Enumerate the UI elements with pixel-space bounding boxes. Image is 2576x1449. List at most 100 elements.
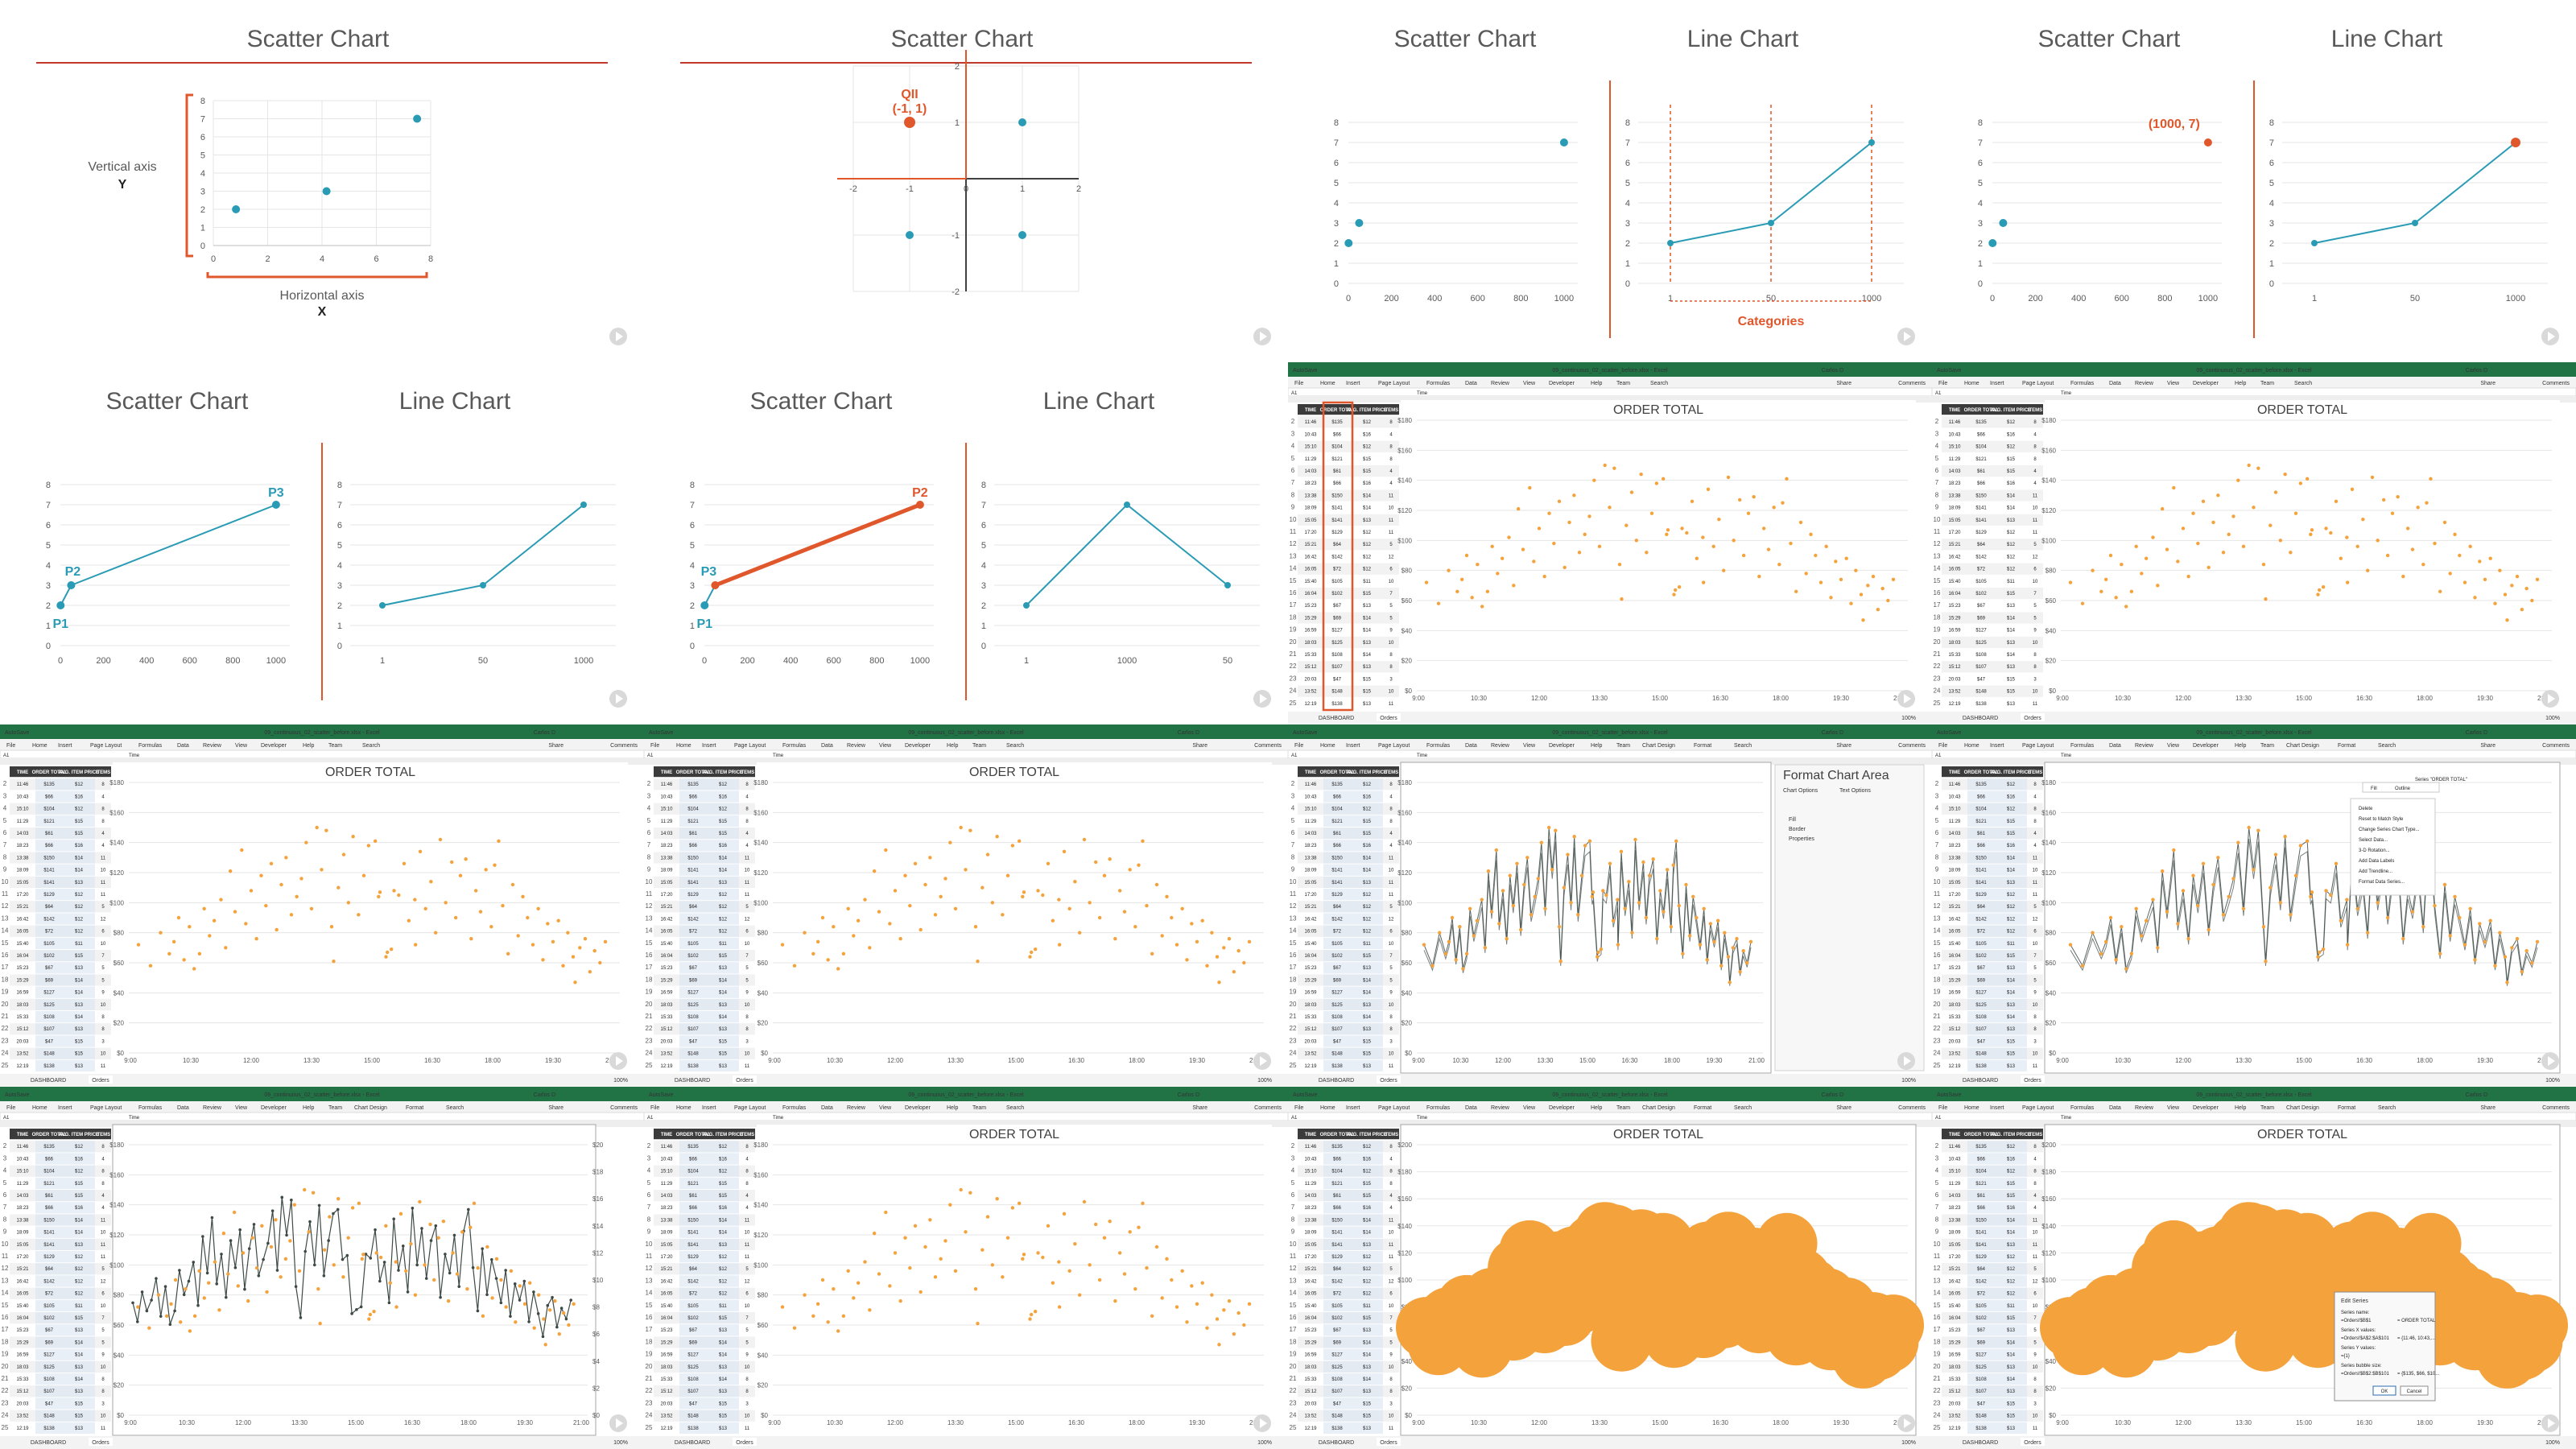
table-cell[interactable]: 6 (1389, 930, 1393, 935)
table-cell[interactable]: $16 (1363, 795, 1372, 799)
table-cell[interactable]: 5 (1389, 966, 1393, 971)
comments-button[interactable]: Comments (2542, 381, 2570, 386)
table-cell[interactable]: 5 (745, 978, 749, 983)
table-cell[interactable]: 16:59 (16, 991, 29, 996)
table-cell[interactable]: 5 (745, 966, 749, 971)
ribbon-tab[interactable]: Help (947, 1105, 959, 1111)
table-cell[interactable]: $105 (1331, 942, 1343, 947)
table-cell[interactable]: $148 (1331, 1052, 1343, 1057)
table-cell[interactable]: $14 (75, 991, 84, 996)
table-cell[interactable]: $72 (1333, 1292, 1342, 1297)
table-cell[interactable]: 18:23 (1304, 1206, 1317, 1211)
table-cell[interactable]: $141 (1331, 881, 1343, 886)
table-cell[interactable]: $67 (1333, 604, 1342, 609)
table-cell[interactable]: $66 (1333, 844, 1342, 848)
table-cell[interactable]: 7 (101, 954, 105, 959)
table-cell[interactable]: $14 (719, 991, 728, 996)
ribbon-tab[interactable]: Page Layout (1378, 1105, 1410, 1111)
table-cell[interactable]: 15:12 (1948, 1389, 1961, 1394)
table-cell[interactable]: $15 (1363, 469, 1372, 474)
table-cell[interactable]: $69 (689, 978, 698, 983)
table-cell[interactable]: $61 (689, 832, 698, 836)
table-cell[interactable]: 16:04 (1948, 1316, 1961, 1321)
table-cell[interactable]: $16 (1363, 1206, 1372, 1211)
table-cell[interactable]: 9 (2033, 991, 2037, 996)
table-cell[interactable]: $12 (719, 930, 728, 935)
table-cell[interactable]: $125 (687, 1365, 699, 1370)
table-cell[interactable]: 8 (2033, 1027, 2037, 1032)
table-cell[interactable]: $47 (1333, 677, 1342, 682)
table-cell[interactable]: 5 (1389, 905, 1393, 910)
ribbon-tab[interactable]: Developer (2193, 381, 2219, 386)
table-cell[interactable]: $148 (687, 1414, 699, 1419)
table-cell[interactable]: $142 (1975, 917, 1987, 922)
table-cell[interactable]: $67 (45, 1328, 54, 1333)
ribbon-tab[interactable]: Team (972, 1105, 986, 1111)
table-cell[interactable]: 9 (2033, 629, 2037, 634)
table-cell[interactable]: $15 (719, 1194, 728, 1199)
table-cell[interactable]: $12 (1363, 1170, 1372, 1174)
table-cell[interactable]: 8 (1389, 1182, 1393, 1187)
table-cell[interactable]: $104 (1331, 445, 1343, 450)
ok-button[interactable]: OK (2381, 1389, 2388, 1394)
ribbon-tab[interactable]: File (650, 743, 659, 749)
table-cell[interactable]: $16 (719, 795, 728, 799)
table-cell[interactable]: 20:03 (1948, 677, 1961, 682)
table-cell[interactable]: 5 (101, 1328, 105, 1333)
search-box[interactable]: Search (1734, 743, 1752, 749)
table-cell[interactable]: $138 (1975, 1426, 1987, 1431)
table-cell[interactable]: 10 (1389, 690, 1394, 695)
table-cell[interactable]: $141 (43, 881, 55, 886)
search-box[interactable]: Search (2378, 743, 2396, 749)
table-cell[interactable]: $12 (2007, 1267, 2016, 1272)
table-cell[interactable]: $16 (2007, 1206, 2016, 1211)
table-cell[interactable]: $141 (687, 1231, 699, 1236)
table-cell[interactable]: 4 (2033, 481, 2037, 486)
format-pane-item[interactable]: Properties (1789, 836, 1814, 842)
table-cell[interactable]: 5 (2033, 543, 2037, 547)
sheet-tab-dashboard[interactable]: DASHBOARD (675, 1440, 710, 1446)
table-cell[interactable]: $67 (45, 966, 54, 971)
table-cell[interactable]: $47 (1333, 1039, 1342, 1044)
ribbon-tab[interactable]: Page Layout (90, 743, 122, 749)
formula-input[interactable]: Time (773, 1116, 784, 1121)
table-cell[interactable]: 5 (2033, 905, 2037, 910)
table-cell[interactable]: 11:29 (661, 1182, 673, 1187)
search-box[interactable]: Search (362, 743, 380, 749)
ribbon-tab[interactable]: View (1523, 1105, 1536, 1111)
table-cell[interactable]: 10 (101, 1052, 106, 1057)
table-cell[interactable]: $141 (687, 881, 699, 886)
table-cell[interactable]: 15:40 (1948, 942, 1961, 947)
table-cell[interactable]: $15 (1363, 954, 1372, 959)
table-cell[interactable]: 4 (101, 844, 105, 848)
ribbon-tab[interactable]: View (235, 743, 248, 749)
context-menu-item[interactable]: Format Data Series... (2359, 880, 2405, 885)
table-cell[interactable]: $61 (1333, 1194, 1342, 1199)
table-cell[interactable]: 4 (2033, 432, 2037, 437)
ribbon-tab[interactable]: Page Layout (1378, 381, 1410, 386)
table-cell[interactable]: $14 (1363, 856, 1372, 861)
table-cell[interactable]: $13 (75, 1328, 84, 1333)
table-cell[interactable]: 15:33 (1948, 1015, 1961, 1020)
table-cell[interactable]: 15:05 (1304, 1243, 1317, 1248)
table-cell[interactable]: $127 (687, 1353, 699, 1358)
table-cell[interactable]: $13 (1363, 518, 1372, 523)
table-cell[interactable]: 5 (1389, 616, 1393, 621)
ribbon-tab[interactable]: File (1294, 381, 1303, 386)
sheet-tab-dashboard[interactable]: DASHBOARD (1963, 1440, 1998, 1446)
table-cell[interactable]: 15:29 (16, 1340, 29, 1345)
table-cell[interactable]: $148 (1331, 690, 1343, 695)
table-cell[interactable]: 17:20 (16, 893, 29, 898)
table-cell[interactable]: $129 (1331, 893, 1343, 898)
table-cell[interactable]: 18:03 (1948, 641, 1961, 646)
table-cell[interactable]: 13:38 (1304, 1218, 1317, 1223)
table-header-cell[interactable]: AVG. ITEM PRICE (703, 1133, 743, 1137)
ribbon-tab[interactable]: Home (1964, 381, 1979, 386)
table-cell[interactable]: 11:29 (1949, 457, 1961, 462)
table-header-cell[interactable]: TIME (1305, 408, 1316, 413)
table-cell[interactable]: 11:46 (1949, 1145, 1961, 1150)
table-cell[interactable]: 10:43 (1948, 795, 1961, 799)
ribbon-tab[interactable]: Insert (58, 1105, 72, 1111)
table-cell[interactable]: $141 (43, 1243, 55, 1248)
table-cell[interactable]: 13:38 (1948, 856, 1961, 861)
